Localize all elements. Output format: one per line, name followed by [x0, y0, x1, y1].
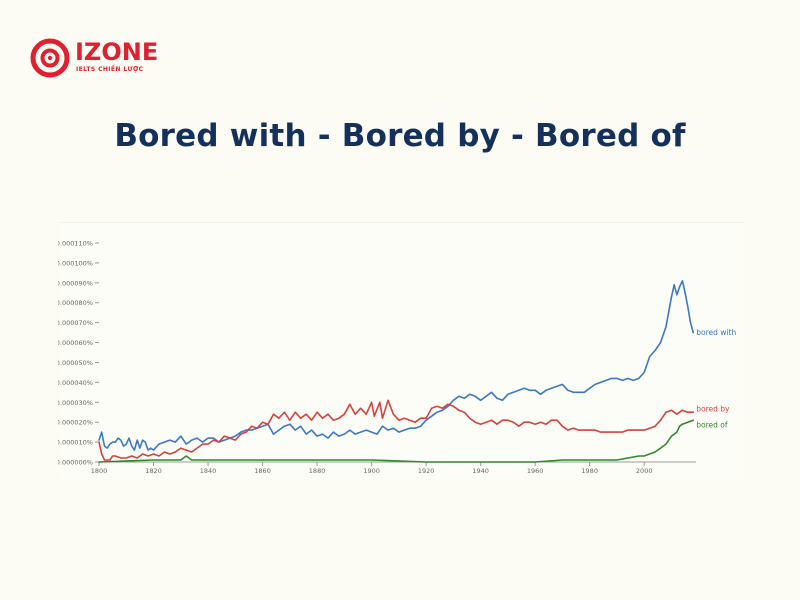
series-label-bored-with: bored with — [696, 328, 736, 337]
y-tick-label: 0.000070% — [58, 319, 93, 327]
chart-panel: 0.000000% 0.000010% 0.000020% 0.000030% 0.00… — [58, 222, 744, 481]
y-tick-label: 0.000100% — [58, 259, 93, 267]
series-label-bored-of: bored of — [696, 421, 728, 430]
x-tick-label: 1900 — [363, 467, 380, 475]
x-tick-label: 1940 — [472, 467, 489, 475]
y-tick-label: 0.000110% — [58, 240, 93, 248]
y-tick-label: 0.000010% — [58, 439, 93, 447]
x-tick-label: 1980 — [581, 467, 598, 475]
x-tick-label: 1820 — [145, 467, 162, 475]
x-tick-label: 1920 — [418, 467, 435, 475]
x-tick-label: 1960 — [527, 467, 544, 475]
x-tick-label: 1800 — [91, 467, 108, 475]
x-tick-label: 1860 — [254, 467, 271, 475]
brand-tagline: IELTS CHIẾN LƯỢC — [76, 65, 144, 73]
series-line-bored-with — [98, 280, 695, 451]
y-tick-label: 0.000050% — [58, 359, 93, 367]
y-tick-label: 0.000020% — [58, 419, 93, 427]
target-logo-icon — [30, 38, 70, 78]
brand-name: IZONE — [75, 38, 158, 66]
brand-logo: IZONE IELTS CHIẾN LƯỢC — [30, 36, 160, 80]
ngram-line-chart: 0.000000% 0.000010% 0.000020% 0.000030% 0.00… — [58, 240, 736, 476]
series-line-bored-by — [98, 399, 695, 461]
y-tick-label: 0.000030% — [58, 399, 93, 407]
page-title: Bored with - Bored by - Bored of — [114, 118, 686, 154]
y-tick-label: 0.000000% — [58, 459, 93, 467]
y-tick-label: 0.000080% — [58, 299, 93, 307]
y-tick-label: 0.000090% — [58, 279, 93, 287]
x-tick-label: 1880 — [309, 467, 326, 475]
x-tick-label: 1840 — [200, 467, 217, 475]
series-line-bored-of — [98, 419, 695, 463]
series-label-bored-by: bored by — [696, 405, 730, 414]
x-tick-label: 2000 — [636, 467, 653, 475]
y-tick-label: 0.000040% — [58, 379, 93, 387]
y-tick-label: 0.000060% — [58, 339, 93, 347]
